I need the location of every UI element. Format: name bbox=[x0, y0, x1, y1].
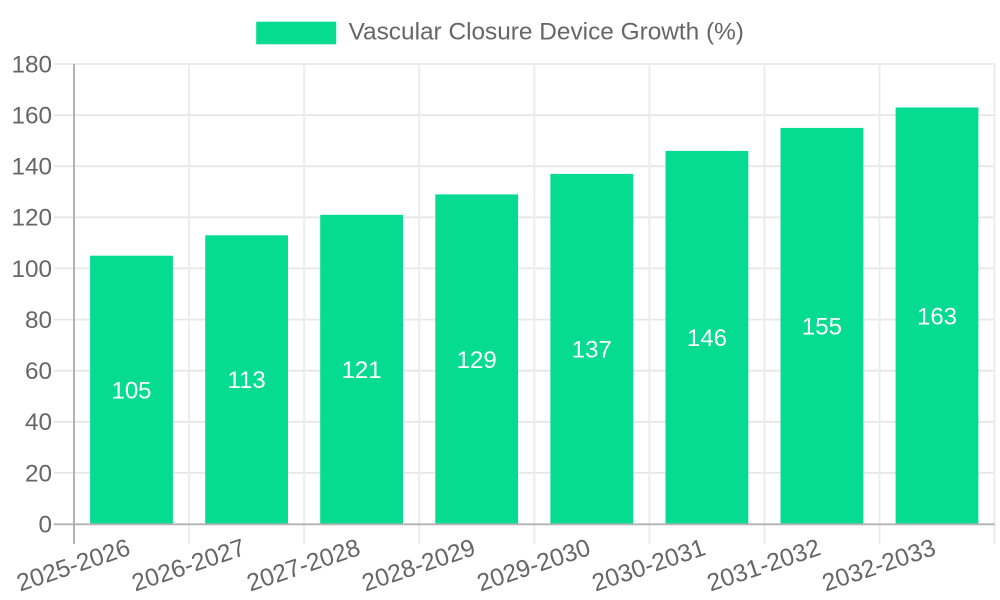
svg-text:129: 129 bbox=[457, 347, 497, 374]
svg-text:40: 40 bbox=[25, 409, 52, 436]
svg-text:105: 105 bbox=[111, 377, 151, 404]
svg-text:140: 140 bbox=[11, 154, 52, 181]
svg-text:121: 121 bbox=[342, 357, 382, 384]
svg-text:146: 146 bbox=[687, 325, 727, 352]
svg-text:163: 163 bbox=[917, 303, 957, 330]
svg-text:180: 180 bbox=[11, 51, 52, 78]
svg-text:120: 120 bbox=[11, 205, 52, 232]
svg-text:100: 100 bbox=[11, 256, 52, 283]
svg-text:160: 160 bbox=[11, 103, 52, 130]
svg-text:Vascular Closure Device Growth: Vascular Closure Device Growth (%) bbox=[349, 18, 744, 45]
svg-text:60: 60 bbox=[25, 358, 52, 385]
svg-text:155: 155 bbox=[802, 314, 842, 341]
svg-text:137: 137 bbox=[572, 337, 612, 364]
svg-text:80: 80 bbox=[25, 307, 52, 334]
svg-text:0: 0 bbox=[38, 511, 52, 538]
svg-text:113: 113 bbox=[227, 367, 265, 394]
svg-text:20: 20 bbox=[25, 460, 52, 487]
